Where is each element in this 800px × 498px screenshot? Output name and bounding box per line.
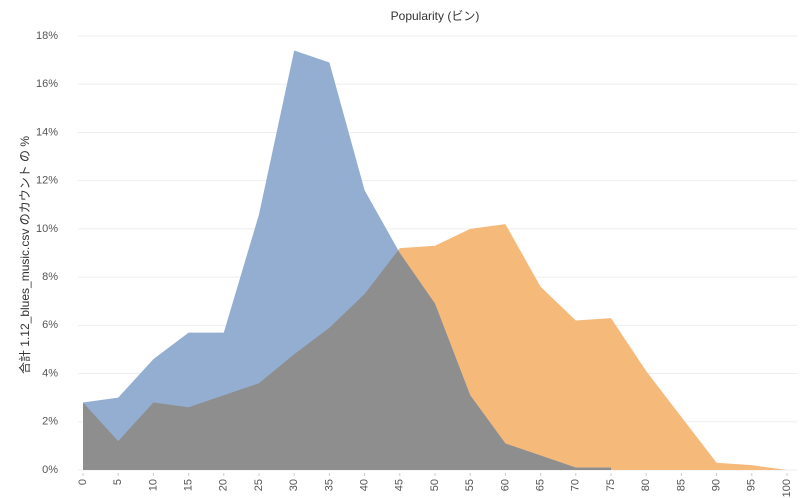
y-tick-label: 18% <box>36 30 58 42</box>
x-tick-label: 100 <box>781 479 793 497</box>
x-tick-label: 50 <box>429 479 441 491</box>
y-axis-label: 合計 1.12_blues_music.csv のカウント の % <box>17 136 32 374</box>
y-tick-label: 2% <box>42 416 58 428</box>
y-tick-label: 4% <box>42 367 58 379</box>
x-tick-label: 65 <box>535 479 547 491</box>
x-tick-label: 90 <box>711 479 723 491</box>
x-tick-label: 70 <box>570 479 582 491</box>
x-tick-label: 25 <box>253 479 265 491</box>
x-tick-label: 95 <box>746 479 758 491</box>
y-tick-label: 8% <box>42 271 58 283</box>
y-tick-label: 6% <box>42 319 58 331</box>
y-tick-label: 0% <box>42 464 58 476</box>
area <box>83 50 611 470</box>
x-tick-label: 35 <box>323 479 335 491</box>
chart-title: Popularity (ビン) <box>391 9 480 23</box>
x-tick-label: 5 <box>112 479 124 485</box>
x-tick-label: 80 <box>640 479 652 491</box>
x-tick-label: 30 <box>288 479 300 491</box>
y-tick-label: 12% <box>36 175 58 187</box>
y-tick-label: 10% <box>36 223 58 235</box>
x-tick-label: 10 <box>147 479 159 491</box>
overlap-area <box>83 224 611 470</box>
x-tick-label: 75 <box>605 479 617 491</box>
x-tick-label: 40 <box>359 479 371 491</box>
x-tick-label: 60 <box>499 479 511 491</box>
y-tick-label: 14% <box>36 126 58 138</box>
x-tick-label: 55 <box>464 479 476 491</box>
y-tick-label: 16% <box>36 78 58 90</box>
x-tick-label: 85 <box>675 479 687 491</box>
x-tick-label: 45 <box>394 479 406 491</box>
x-tick-label: 20 <box>218 479 230 491</box>
x-tick-label: 0 <box>77 479 89 485</box>
x-tick-label: 15 <box>183 479 195 491</box>
